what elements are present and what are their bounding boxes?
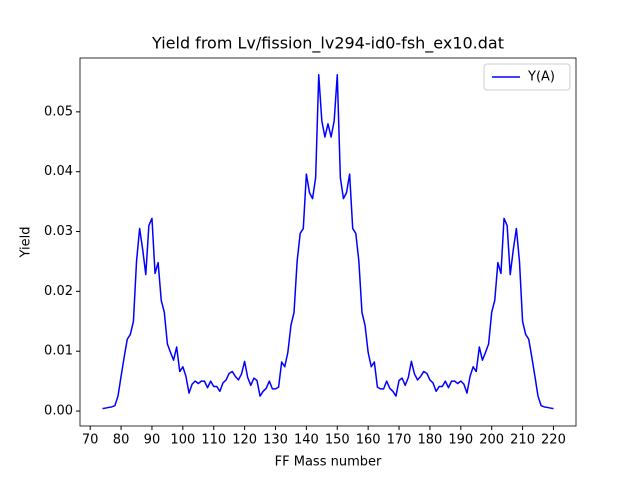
x-tick-label: 110 <box>201 433 226 448</box>
y-tick-label: 0.00 <box>44 404 73 419</box>
x-tick-label: 140 <box>294 433 319 448</box>
chart-title: Yield from Lv/fission_lv294-id0-fsh_ex10… <box>151 34 504 54</box>
data-line <box>102 74 554 410</box>
x-tick-label: 90 <box>144 433 161 448</box>
y-tick-label: 0.02 <box>44 284 73 299</box>
x-tick-label: 160 <box>356 433 381 448</box>
x-tick-label: 100 <box>170 433 195 448</box>
x-tick-label: 190 <box>448 433 473 448</box>
x-tick-label: 150 <box>325 433 350 448</box>
plot-frame <box>79 57 577 427</box>
x-tick-label: 130 <box>263 433 288 448</box>
y-tick-label: 0.05 <box>44 104 73 119</box>
y-tick-label: 0.03 <box>44 224 73 239</box>
x-tick-label: 70 <box>82 433 99 448</box>
y-axis-label: Yield <box>19 227 34 259</box>
x-tick-label: 120 <box>232 433 257 448</box>
x-tick-label: 200 <box>479 433 504 448</box>
x-tick-label: 180 <box>418 433 443 448</box>
x-tick-label: 170 <box>387 433 412 448</box>
y-tick-label: 0.01 <box>44 344 73 359</box>
x-tick-label: 80 <box>113 433 130 448</box>
x-tick-label: 220 <box>541 433 566 448</box>
x-tick-label: 210 <box>510 433 535 448</box>
y-tick-label: 0.04 <box>44 164 73 179</box>
legend-label: Y(A) <box>527 70 555 85</box>
x-axis-label: FF Mass number <box>275 455 382 470</box>
legend-box <box>483 63 571 91</box>
